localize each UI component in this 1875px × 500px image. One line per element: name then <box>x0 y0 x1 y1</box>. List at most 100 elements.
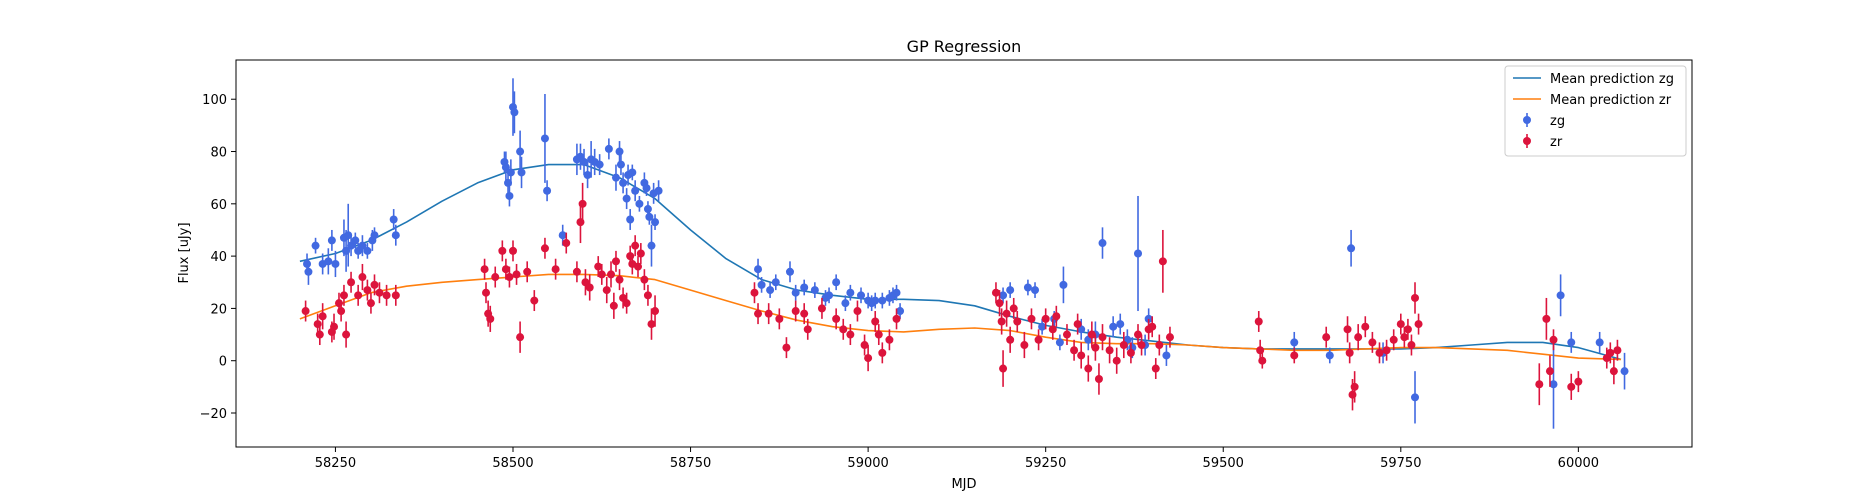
point-marker <box>530 296 539 305</box>
point-marker <box>817 304 826 313</box>
point-marker <box>358 241 367 250</box>
legend-label: zr <box>1550 135 1563 150</box>
data-point <box>757 277 766 293</box>
data-point <box>1020 331 1029 359</box>
point-marker <box>1606 348 1615 357</box>
data-point <box>602 277 611 304</box>
point-marker <box>636 249 645 258</box>
data-point <box>1322 326 1331 348</box>
y-axis: −20 0 20 40 60 80 100 <box>200 93 236 422</box>
data-point <box>1002 300 1011 327</box>
data-point <box>645 209 654 225</box>
point-marker <box>1411 393 1420 402</box>
point-marker <box>1098 333 1107 342</box>
data-point <box>878 342 887 364</box>
point-marker <box>594 262 603 271</box>
data-point <box>999 350 1008 387</box>
data-point <box>1073 313 1082 335</box>
observation-points <box>301 78 1629 429</box>
y-axis-label: Flux [uJy] <box>177 222 192 283</box>
data-point <box>1013 311 1022 332</box>
point-marker <box>504 178 513 187</box>
x-tick-label: 58250 <box>315 456 356 471</box>
data-point <box>311 237 320 254</box>
point-marker <box>782 343 791 352</box>
point-marker <box>1073 320 1082 329</box>
point-marker <box>853 307 862 316</box>
legend-marker-swatch <box>1523 116 1531 124</box>
point-marker <box>1290 351 1299 360</box>
point-marker <box>303 259 312 268</box>
point-marker <box>1549 335 1558 344</box>
data-point <box>1077 342 1086 369</box>
point-marker <box>1354 333 1363 342</box>
point-marker <box>791 307 800 316</box>
point-marker <box>1407 341 1416 350</box>
data-point <box>619 172 628 194</box>
point-marker <box>1574 377 1583 386</box>
data-point <box>1023 279 1032 296</box>
data-point <box>508 240 517 262</box>
data-point <box>1606 342 1615 364</box>
data-point <box>1361 316 1370 338</box>
data-point <box>1258 352 1267 369</box>
y-tick-label: 60 <box>210 198 227 213</box>
y-tick-label: 40 <box>210 250 227 265</box>
data-point <box>631 180 640 202</box>
y-tick-label: 20 <box>210 302 227 317</box>
data-point <box>1034 329 1043 351</box>
point-marker <box>1620 367 1629 376</box>
point-marker <box>832 314 841 323</box>
data-point <box>505 266 514 288</box>
point-marker <box>1048 325 1057 334</box>
point-marker <box>1105 346 1114 355</box>
data-point <box>999 287 1008 304</box>
legend-label: Mean prediction zg <box>1550 72 1674 87</box>
data-point <box>640 269 649 291</box>
data-point <box>530 290 539 312</box>
point-marker <box>892 314 901 323</box>
data-point <box>1137 334 1146 356</box>
point-marker <box>841 299 850 308</box>
point-marker <box>1112 356 1121 365</box>
point-marker <box>871 317 880 326</box>
data-point <box>1087 321 1096 348</box>
point-marker <box>615 275 624 284</box>
point-marker <box>999 364 1008 373</box>
point-marker <box>517 168 526 177</box>
point-marker <box>785 267 794 276</box>
point-marker <box>864 354 873 363</box>
point-marker <box>1347 244 1356 253</box>
data-point <box>846 324 855 346</box>
point-marker <box>1368 338 1377 347</box>
data-point <box>543 180 552 202</box>
data-point <box>1347 229 1356 267</box>
data-point <box>785 261 794 283</box>
y-tick-label: 80 <box>210 146 227 161</box>
point-marker <box>543 186 552 195</box>
data-point <box>607 261 616 288</box>
data-point <box>616 154 625 176</box>
data-point <box>635 195 644 212</box>
data-point <box>1094 363 1103 395</box>
data-point <box>1062 324 1071 346</box>
data-point <box>750 282 759 304</box>
point-marker <box>791 288 800 297</box>
y-tick-label: 0 <box>219 355 227 370</box>
point-marker <box>1055 338 1064 347</box>
data-point <box>337 300 346 322</box>
point-marker <box>498 246 507 255</box>
point-marker <box>1077 351 1086 360</box>
data-point <box>585 274 594 301</box>
point-marker <box>1027 314 1036 323</box>
point-marker <box>871 296 880 305</box>
data-point <box>505 185 514 207</box>
data-point <box>1325 347 1334 364</box>
point-marker <box>626 215 635 224</box>
point-marker <box>622 194 631 203</box>
point-marker <box>1052 312 1061 321</box>
x-axis: 58250 58500 58750 59000 59250 59500 59750 60000 <box>315 447 1599 471</box>
legend-item: zg <box>1523 113 1565 129</box>
point-marker <box>1020 341 1029 350</box>
